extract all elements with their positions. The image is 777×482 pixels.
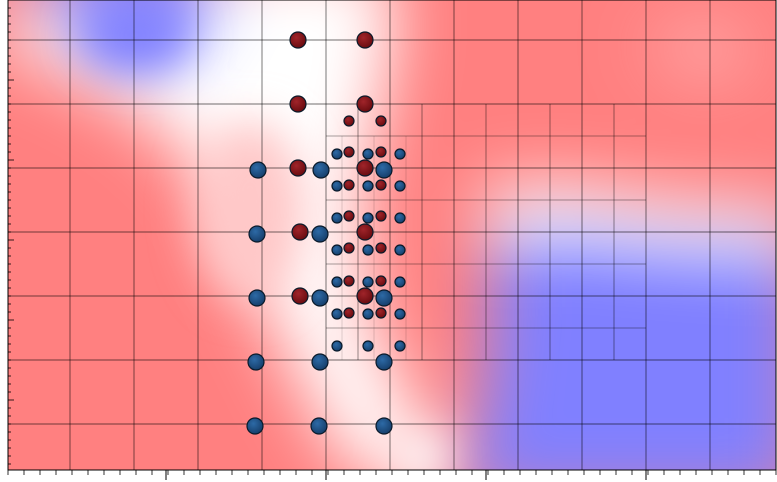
sample-point-red bbox=[356, 223, 374, 241]
sample-point-blue-small bbox=[362, 212, 374, 224]
sample-point-red-small bbox=[343, 179, 355, 191]
sample-point-red bbox=[356, 95, 374, 113]
sample-point-blue bbox=[248, 289, 266, 307]
sample-point-blue-small bbox=[394, 308, 406, 320]
sample-point-red-small bbox=[343, 115, 355, 127]
field-accents bbox=[80, 0, 445, 470]
sample-point-blue-small bbox=[394, 276, 406, 288]
sample-point-blue bbox=[375, 417, 393, 435]
sample-point-red-small bbox=[375, 210, 387, 222]
sample-point-red-small bbox=[343, 275, 355, 287]
sample-point-blue-small bbox=[394, 180, 406, 192]
sample-point-blue bbox=[247, 353, 265, 371]
axes-frame bbox=[7, 0, 777, 480]
sample-point-blue bbox=[310, 417, 328, 435]
sample-point-blue bbox=[248, 225, 266, 243]
field-white-band-right bbox=[480, 185, 776, 249]
sample-point-red bbox=[291, 287, 309, 305]
sample-point-blue bbox=[375, 289, 393, 307]
sample-point-blue bbox=[375, 353, 393, 371]
sample-point-red-small bbox=[375, 275, 387, 287]
sample-point-red-small bbox=[375, 242, 387, 254]
sample-point-blue-small bbox=[331, 340, 343, 352]
sample-point-red-small bbox=[343, 242, 355, 254]
sample-point-blue-small bbox=[362, 148, 374, 160]
sample-point-blue bbox=[311, 289, 329, 307]
sample-point-blue-small bbox=[331, 180, 343, 192]
sample-point-blue-small bbox=[331, 212, 343, 224]
sample-points bbox=[246, 31, 406, 435]
sample-point-red-small bbox=[375, 307, 387, 319]
field-white-central bbox=[8, 0, 437, 470]
sample-point-red bbox=[289, 95, 307, 113]
sample-point-blue bbox=[246, 417, 264, 435]
sample-point-blue-small bbox=[394, 212, 406, 224]
field-blue-lower-right bbox=[461, 200, 776, 470]
sample-point-blue-small bbox=[394, 340, 406, 352]
sample-point-blue-small bbox=[394, 148, 406, 160]
sample-point-red bbox=[291, 223, 309, 241]
sample-point-red-small bbox=[343, 146, 355, 158]
sample-point-blue bbox=[311, 225, 329, 243]
sample-point-red bbox=[356, 31, 374, 49]
sample-point-blue bbox=[312, 161, 330, 179]
sample-point-blue-small bbox=[331, 244, 343, 256]
field-pale-left bbox=[195, 120, 305, 300]
sample-point-blue bbox=[375, 161, 393, 179]
sample-point-blue-small bbox=[362, 308, 374, 320]
sample-point-blue-small bbox=[394, 244, 406, 256]
sample-point-red bbox=[289, 159, 307, 177]
sample-point-red-small bbox=[375, 179, 387, 191]
sample-point-red bbox=[356, 287, 374, 305]
sample-point-blue-small bbox=[362, 244, 374, 256]
sample-point-blue bbox=[249, 161, 267, 179]
sample-point-red-small bbox=[343, 210, 355, 222]
sample-point-blue-small bbox=[362, 180, 374, 192]
sample-point-blue-small bbox=[331, 276, 343, 288]
sample-point-red bbox=[289, 31, 307, 49]
sample-point-red-small bbox=[343, 307, 355, 319]
sample-point-blue bbox=[311, 353, 329, 371]
sample-point-blue-small bbox=[331, 308, 343, 320]
field-white-bottom bbox=[395, 430, 445, 470]
sample-point-red-small bbox=[375, 146, 387, 158]
sample-point-red bbox=[356, 159, 374, 177]
sample-point-blue-small bbox=[362, 276, 374, 288]
sample-point-red-small bbox=[375, 115, 387, 127]
field-blue-core bbox=[80, 0, 190, 70]
sample-point-blue-small bbox=[331, 148, 343, 160]
field-pale-top-right bbox=[640, 20, 760, 80]
sample-point-blue-small bbox=[362, 340, 374, 352]
